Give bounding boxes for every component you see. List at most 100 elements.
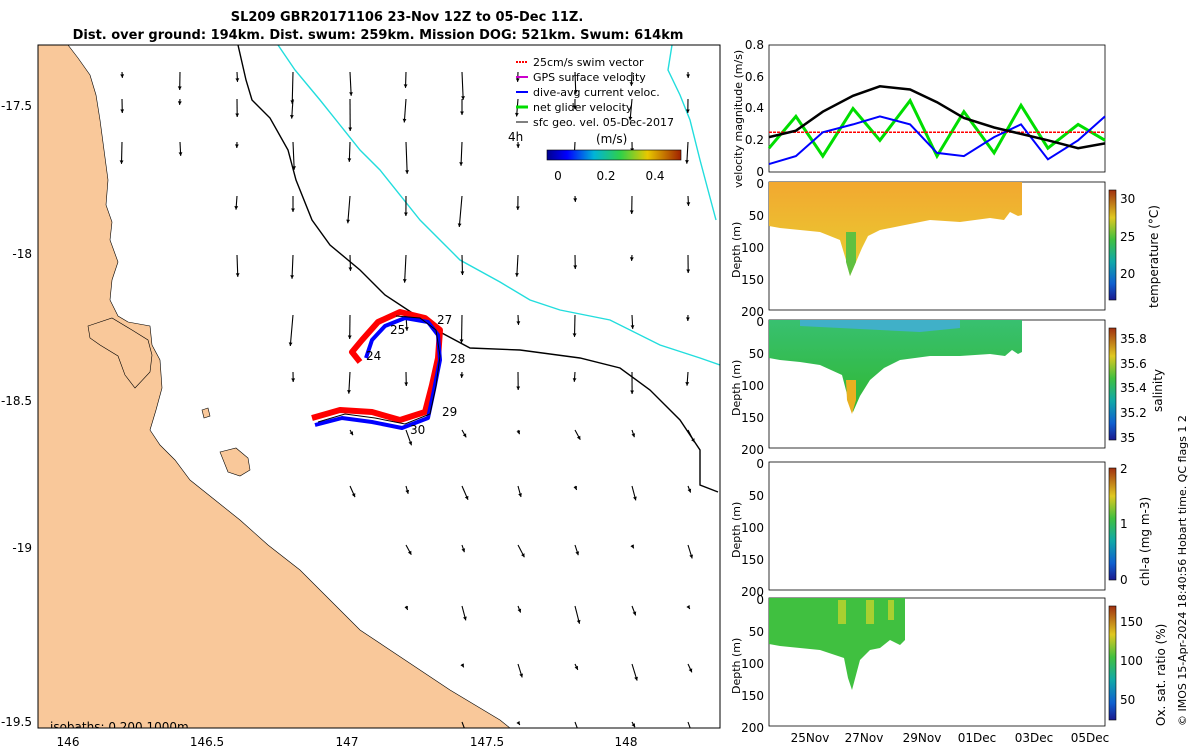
sal-surface-blue xyxy=(800,320,960,332)
ox-ytick-100: 100 xyxy=(741,657,764,671)
geo-arrow-head xyxy=(686,202,691,206)
ox-ytick-0: 0 xyxy=(756,593,764,607)
geo-arrow xyxy=(629,98,633,121)
geo-arrow xyxy=(687,721,691,728)
geo-arrow-head xyxy=(349,92,353,96)
sal-ylabel: Depth (m) xyxy=(730,360,743,416)
salinity-panel: 0 50 100 150 200 Depth (m) 35 35.2 35.4 … xyxy=(730,315,1165,457)
geo-arrow-head xyxy=(347,158,352,162)
chla-cbar-2: 2 xyxy=(1120,462,1128,476)
temp-ytick-50: 50 xyxy=(749,209,764,223)
geo-arrow-head xyxy=(573,90,578,94)
chla-cbar-1: 1 xyxy=(1120,517,1128,531)
ox-cbar-100: 100 xyxy=(1120,654,1143,668)
time-tick-27nov: 27Nov xyxy=(845,731,884,745)
temp-cbar-label: temperature (°C) xyxy=(1147,205,1161,308)
velocity-line-3 xyxy=(767,97,1106,160)
isobaths-label: isobaths: 0 200 1000m xyxy=(50,720,189,734)
day-label-24: 24 xyxy=(366,349,381,363)
geo-arrow-head xyxy=(405,489,410,494)
sal-ytick-50: 50 xyxy=(749,347,764,361)
map-cbar-tick-0-2: 0.2 xyxy=(596,169,615,183)
day-label-29: 29 xyxy=(442,405,457,419)
day-label-30: 30 xyxy=(410,423,425,437)
geo-arrow-head xyxy=(691,733,695,737)
velocity-line-1 xyxy=(768,85,1106,150)
legend-4h: 4h xyxy=(508,130,523,144)
geo-arrow xyxy=(236,254,239,277)
geo-arrow-head xyxy=(459,339,464,343)
day-label-25: 25 xyxy=(390,323,405,337)
geo-arrow-head xyxy=(291,208,295,212)
geo-arrow-head xyxy=(402,118,407,123)
ox-ylabel: Depth (m) xyxy=(730,638,743,694)
temp-cbar-25: 25 xyxy=(1120,230,1135,244)
ox-cbar-label: Ox. sat. ratio (%) xyxy=(1154,624,1168,726)
velocity-line-2 xyxy=(768,115,1106,166)
geo-arrow-head xyxy=(521,553,525,558)
geo-arrow xyxy=(289,314,294,347)
geo-arrow-head xyxy=(404,605,408,610)
time-tick-03dec: 03Dec xyxy=(1015,731,1054,745)
sal-ytick-200: 200 xyxy=(741,443,764,457)
isobath-1000-north xyxy=(667,45,717,221)
chla-panel: 0 50 100 150 200 Depth (m) 0 1 2 chl-a (… xyxy=(730,457,1152,599)
velocity-panel: 0 0.2 0.4 0.6 0.8 velocity magnitude (m/… xyxy=(732,38,1106,188)
geo-arrow-head xyxy=(460,111,464,115)
geo-arrow-head xyxy=(686,605,690,609)
temp-colorbar xyxy=(1108,189,1117,301)
geo-arrow-head xyxy=(573,198,578,202)
geo-arrow-head xyxy=(290,275,294,279)
geo-arrow-head xyxy=(691,438,695,443)
geo-arrow-head xyxy=(516,144,520,148)
geo-arrow-head xyxy=(177,86,182,90)
geo-arrow-head xyxy=(351,493,356,498)
map-cbar-tick-0-4: 0.4 xyxy=(645,169,664,183)
geo-arrow-head xyxy=(178,152,183,156)
chla-cbar-0: 0 xyxy=(1120,573,1128,587)
geo-arrow xyxy=(573,314,576,337)
ox-cbar-50: 50 xyxy=(1120,693,1135,707)
geo-arrow-head xyxy=(235,113,240,117)
geo-arrow-head xyxy=(349,431,353,436)
geo-arrow-head xyxy=(573,105,577,109)
map: 24 25 27 28 29 30 isobaths: 0 200 1000m … xyxy=(1,44,721,749)
map-xtick-146-5: 146.5 xyxy=(190,735,224,749)
vel-ytick-0-8: 0.8 xyxy=(745,38,764,52)
geo-arrow-head xyxy=(457,223,462,227)
sal-ytick-100: 100 xyxy=(741,379,764,393)
title-line2: Dist. over ground: 194km. Dist. swum: 25… xyxy=(73,28,684,43)
geo-arrow-head xyxy=(572,333,577,337)
sal-colorbar xyxy=(1108,327,1117,441)
geo-arrow xyxy=(460,314,463,344)
geo-arrow-head xyxy=(346,219,350,224)
geo-arrow-head xyxy=(576,435,581,440)
cbar-unit: (m/s) xyxy=(596,132,627,146)
temp-ytick-100: 100 xyxy=(741,241,764,255)
geo-arrow-head xyxy=(630,390,634,394)
vel-ytick-0-4: 0.4 xyxy=(745,101,764,115)
map-ytick-19: -19 xyxy=(12,541,32,555)
map-cbar-tick-0: 0 xyxy=(554,169,562,183)
geo-arrow xyxy=(461,71,464,100)
geo-arrow-head xyxy=(516,721,520,725)
geo-arrow-head xyxy=(459,374,464,378)
geo-arrow-head xyxy=(573,265,578,269)
geo-arrow-head xyxy=(515,78,520,82)
geo-arrow-head xyxy=(629,257,634,261)
island-small xyxy=(201,407,211,419)
geo-arrow-head xyxy=(235,273,240,277)
geo-arrow xyxy=(120,141,123,164)
temp-ytick-0: 0 xyxy=(756,177,764,191)
geo-arrow xyxy=(347,195,351,224)
legend-gps: GPS surface velocity xyxy=(533,71,646,84)
geo-arrow-head xyxy=(632,611,637,616)
geo-arrow-head xyxy=(574,665,578,670)
geo-arrow-head xyxy=(516,206,520,210)
geo-arrow xyxy=(516,254,519,277)
ox-ytick-200: 200 xyxy=(741,721,764,735)
geo-arrow xyxy=(574,71,577,94)
geo-arrow-head xyxy=(404,382,409,386)
geo-arrow-head xyxy=(631,723,635,728)
geo-arrow xyxy=(403,98,407,123)
